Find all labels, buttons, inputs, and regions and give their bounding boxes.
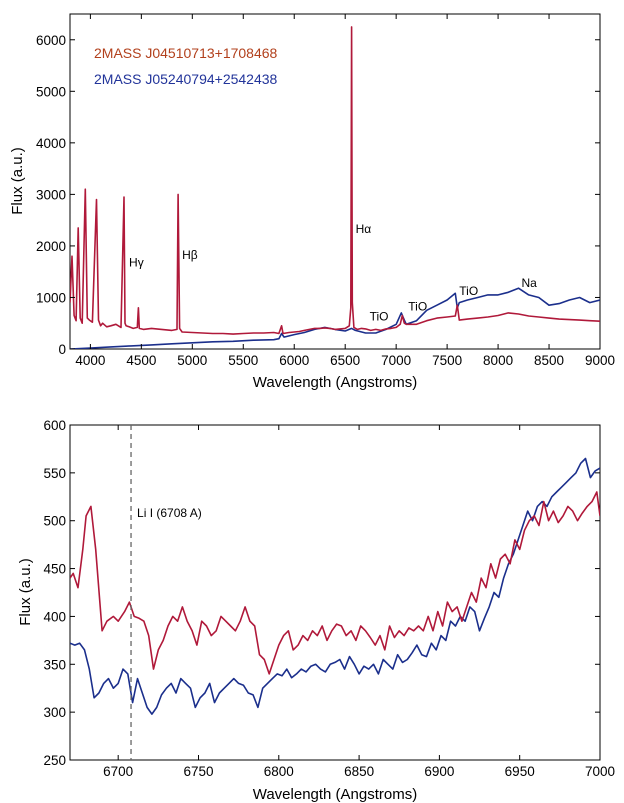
annotation-label: Hα: [356, 222, 372, 236]
y-tick-label: 500: [43, 514, 66, 529]
bottom-x-axis-label: Wavelength (Angstroms): [253, 786, 418, 803]
x-tick-label: 4000: [75, 353, 105, 368]
annotation-label: Hγ: [129, 256, 144, 270]
x-tick-label: 6750: [183, 764, 213, 779]
x-tick-label: 5000: [177, 353, 207, 368]
annotation-label: Hβ: [182, 248, 198, 262]
annotation-label: Li I (6708 A): [137, 506, 202, 520]
x-tick-label: 4500: [126, 353, 156, 368]
x-tick-label: 7000: [585, 764, 615, 779]
y-tick-label: 2000: [36, 239, 66, 254]
bottom-plot-frame: [69, 424, 601, 761]
bottom-plot-marks: [70, 425, 600, 760]
top-y-axis-label: Flux (a.u.): [9, 147, 26, 215]
series-line-red: [70, 491, 600, 675]
y-tick-label: 350: [43, 657, 66, 672]
x-tick-label: 7000: [381, 353, 411, 368]
bottom-plot: Li I (6708 A) 6700 6750 6800 6850 6900 6950 70…: [17, 418, 615, 803]
y-tick-label: 550: [43, 466, 66, 481]
x-tick-label: 6700: [103, 764, 133, 779]
y-tick-label: 0: [58, 342, 66, 357]
top-legend: 2MASS J04510713+1708468 2MASS J05240794+…: [94, 45, 278, 87]
y-tick-label: 400: [43, 609, 66, 624]
top-plot: Hγ Hβ Hα TiO TiO TiO Na 2MASS J04510713+170846…: [9, 13, 615, 391]
y-tick-label: 5000: [36, 84, 66, 99]
annotation-label: TiO: [459, 284, 478, 298]
top-plot-ticks: 4000 4500 5000 5500 6000 6500 7000 7500 8000 8500…: [36, 14, 615, 368]
top-plot-frame: [69, 13, 601, 350]
x-tick-label: 8500: [534, 353, 564, 368]
x-tick-label: 6850: [344, 764, 374, 779]
legend-entry-blue: 2MASS J05240794+2542438: [94, 71, 278, 87]
x-tick-label: 6900: [424, 764, 454, 779]
top-x-axis-label: Wavelength (Angstroms): [253, 374, 418, 391]
y-tick-label: 300: [43, 705, 66, 720]
x-tick-label: 8000: [483, 353, 513, 368]
x-tick-label: 6950: [505, 764, 535, 779]
y-tick-label: 1000: [36, 290, 66, 305]
legend-entry-red: 2MASS J04510713+1708468: [94, 45, 278, 61]
x-tick-label: 7500: [432, 353, 462, 368]
bottom-plot-ticks: 6700 6750 6800 6850 6900 6950 7000 250 300 350 400…: [43, 418, 615, 779]
top-plot-annotations: Hγ Hβ Hα TiO TiO TiO Na: [129, 222, 537, 324]
x-tick-label: 9000: [585, 353, 615, 368]
annotation-label: Na: [521, 276, 537, 290]
annotation-label: TiO: [370, 310, 389, 324]
y-tick-label: 6000: [36, 33, 66, 48]
annotation-label: TiO: [408, 299, 427, 313]
y-tick-label: 600: [43, 418, 66, 433]
y-tick-label: 4000: [36, 136, 66, 151]
series-line-red: [70, 26, 600, 335]
series-line-blue: [70, 287, 600, 349]
y-tick-label: 3000: [36, 187, 66, 202]
bottom-plot-annotations: Li I (6708 A): [137, 506, 202, 520]
top-plot-marks: [70, 26, 600, 349]
x-tick-label: 5500: [228, 353, 258, 368]
series-line-blue: [70, 457, 600, 715]
y-tick-label: 450: [43, 562, 66, 577]
bottom-y-axis-label: Flux (a.u.): [17, 558, 34, 626]
y-tick-label: 250: [43, 753, 66, 768]
x-tick-label: 6800: [264, 764, 294, 779]
x-tick-label: 6500: [330, 353, 360, 368]
x-tick-label: 6000: [279, 353, 309, 368]
